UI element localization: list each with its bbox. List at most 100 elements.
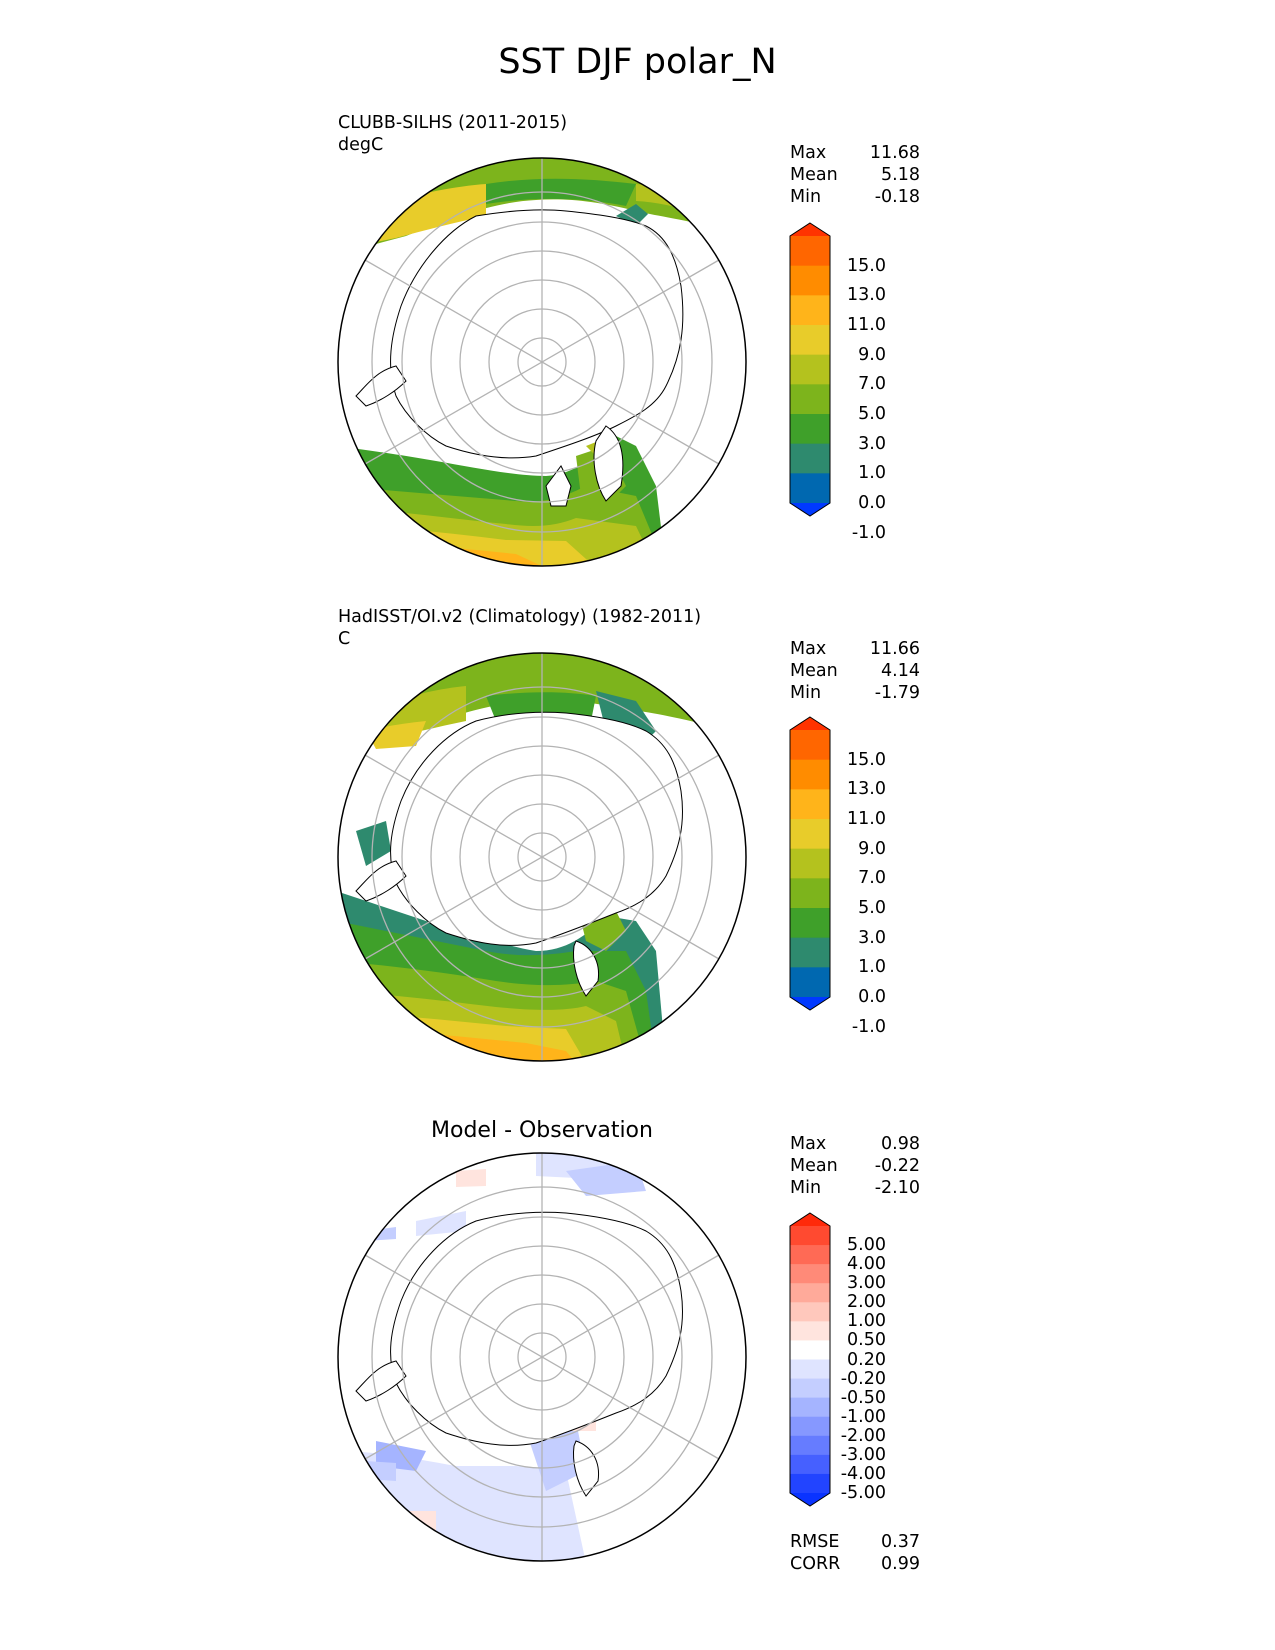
colorbar-segment xyxy=(790,1473,830,1494)
panel-2-colorbar-ticks: 15.0 13.0 11.0 9.0 7.0 5.0 3.0 1.0 0.0 -1.0 xyxy=(836,0,886,1036)
panel-2-stat-max-label: Max xyxy=(790,639,827,659)
colorbar-tick-label: -4.00 xyxy=(840,1463,886,1484)
panel-2-units-label: C xyxy=(338,629,351,649)
figure-title: SST DJF polar_N xyxy=(498,42,777,82)
colorbar-tick-label: 1.0 xyxy=(858,957,886,978)
colorbar-tick-label: 3.0 xyxy=(858,927,886,948)
colorbar-segment xyxy=(790,295,830,326)
colorbar-outline xyxy=(789,1212,831,1507)
colorbar-extend-bottom xyxy=(790,503,830,516)
colorbar-tick-label: -1.0 xyxy=(851,1016,886,1037)
panel-1-stat-min-label: Min xyxy=(790,187,822,207)
colorbar-segment xyxy=(790,473,830,504)
panel-1-stat-max-value: 11.68 xyxy=(869,143,920,163)
panel-3-map-boundary xyxy=(337,1152,747,1562)
colorbar-tick-label: 11.0 xyxy=(847,315,886,335)
colorbar-segment xyxy=(790,236,830,267)
colorbar-tick-label: -2.00 xyxy=(840,1425,886,1446)
panel-1-map-boundary xyxy=(337,157,747,567)
panel-3-colorbar xyxy=(789,1212,831,1507)
colorbar-tick-label: 0.50 xyxy=(847,1330,886,1351)
colorbar-segment xyxy=(790,1264,830,1284)
colorbar-segment xyxy=(790,1245,830,1265)
colorbar-extend-bottom xyxy=(790,1493,830,1506)
colorbar-outline xyxy=(789,222,831,517)
panel-3-colorbar-ticks: 5.00 4.00 3.00 2.00 1.00 0.50 0.20 -0.20 -0.50 -1… xyxy=(836,0,886,1502)
colorbar-segment xyxy=(790,1226,830,1246)
panel-1-colorbar-ticks: 15.0 13.0 11.0 9.0 7.0 5.0 3.0 1.0 0.0 -1.0 xyxy=(836,0,886,542)
colorbar-tick-label: 7.0 xyxy=(858,374,886,395)
panel-1-stat-min-value: -0.18 xyxy=(874,187,920,207)
colorbar-segment xyxy=(790,443,830,474)
colorbar-tick-label: 5.00 xyxy=(847,1235,886,1256)
colorbar-tick-label: 5.0 xyxy=(858,898,886,918)
panel-1-stat-mean-label: Mean xyxy=(790,165,838,185)
colorbar-segment xyxy=(790,878,830,909)
panel-2-stats: Max 11.66 Mean 4.14 Min -1.79 xyxy=(790,638,920,708)
corr-label: CORR xyxy=(790,1554,841,1574)
colorbar-segment xyxy=(790,265,830,296)
colorbar-tick-label: 7.0 xyxy=(858,868,886,889)
colorbar-segment xyxy=(790,967,830,998)
colorbar-tick-label: 15.0 xyxy=(847,255,886,276)
colorbar-tick-label: 0.20 xyxy=(847,1349,886,1370)
colorbar-segment xyxy=(790,325,830,356)
colorbar-tick-label: 13.0 xyxy=(847,779,886,800)
colorbar-segment xyxy=(790,1321,830,1342)
colorbar-segment xyxy=(790,1416,830,1437)
panel-3-stat-min-value: -2.10 xyxy=(874,1178,920,1198)
corr-value: 0.99 xyxy=(881,1554,920,1574)
panel-2-map xyxy=(337,652,747,1062)
panel-1-stat-max-label: Max xyxy=(790,143,827,163)
colorbar-tick-label: 15.0 xyxy=(847,749,886,770)
panel-2-colorbar xyxy=(789,716,831,1011)
colorbar-tick-label: -0.20 xyxy=(840,1368,886,1389)
colorbar-segment xyxy=(790,819,830,850)
panel-1-map xyxy=(337,157,747,567)
colorbar-segment xyxy=(790,414,830,445)
panel-3-map xyxy=(337,1152,747,1562)
colorbar-segment xyxy=(790,1302,830,1322)
colorbar-segment xyxy=(790,937,830,968)
panel-3-stat-mean-value: -0.22 xyxy=(874,1156,920,1176)
colorbar-tick-label: 1.00 xyxy=(847,1311,886,1332)
colorbar-tick-label: 13.0 xyxy=(847,285,886,306)
panel-3-stat-max-label: Max xyxy=(790,1134,827,1154)
colorbar-tick-label: 9.0 xyxy=(858,838,886,859)
panel-3-graticule xyxy=(364,1153,720,1561)
panel-1-stat-mean-value: 5.18 xyxy=(881,165,920,185)
colorbar-segment xyxy=(790,908,830,939)
colorbar-outline xyxy=(789,716,831,1011)
panel-2-stat-mean-value: 4.14 xyxy=(881,661,920,681)
colorbar-tick-label: -5.00 xyxy=(840,1483,886,1503)
colorbar-tick-label: 5.0 xyxy=(858,404,886,424)
colorbar-segment xyxy=(790,384,830,415)
panel-2-land xyxy=(355,711,684,997)
panel-2-map-boundary xyxy=(337,652,747,1062)
panel-1-units-label: degC xyxy=(338,135,384,155)
panel-3-stat-min-label: Min xyxy=(790,1178,822,1198)
colorbar-segment xyxy=(790,1359,830,1380)
colorbar-tick-label: 11.0 xyxy=(847,809,886,829)
colorbar-segment xyxy=(790,1454,830,1475)
colorbar-tick-label: -1.0 xyxy=(851,522,886,543)
panel-1-graticule xyxy=(364,158,720,566)
panel-2-case-label: HadISST/OI.v2 (Climatology) (1982-2011) xyxy=(338,607,702,627)
panel-1-stats: Max 11.68 Mean 5.18 Min -0.18 xyxy=(790,142,920,212)
colorbar-tick-label: -0.50 xyxy=(840,1387,886,1408)
panel-2-graticule xyxy=(364,653,720,1061)
panel-2-stat-max-value: 11.66 xyxy=(869,639,920,659)
panel-3-extra-stats: RMSE 0.37 CORR 0.99 xyxy=(790,1531,920,1577)
colorbar-segment xyxy=(790,1378,830,1399)
colorbar-tick-label: 2.00 xyxy=(847,1292,886,1313)
panel-1-title: CLUBB-SILHS (2011-2015) degC xyxy=(338,112,567,156)
colorbar-tick-label: -1.00 xyxy=(840,1406,886,1427)
colorbar-tick-label: -3.00 xyxy=(840,1444,886,1465)
rmse-label: RMSE xyxy=(790,1532,840,1552)
colorbar-tick-label: 4.00 xyxy=(847,1254,886,1275)
panel-3-stat-max-value: 0.98 xyxy=(881,1134,920,1154)
panel-3-stats: Max 0.98 Mean -0.22 Min -2.10 xyxy=(790,1133,920,1203)
colorbar-extend-top xyxy=(790,223,830,236)
colorbar-tick-label: 3.0 xyxy=(858,433,886,454)
panel-2-stat-min-value: -1.79 xyxy=(874,683,920,703)
